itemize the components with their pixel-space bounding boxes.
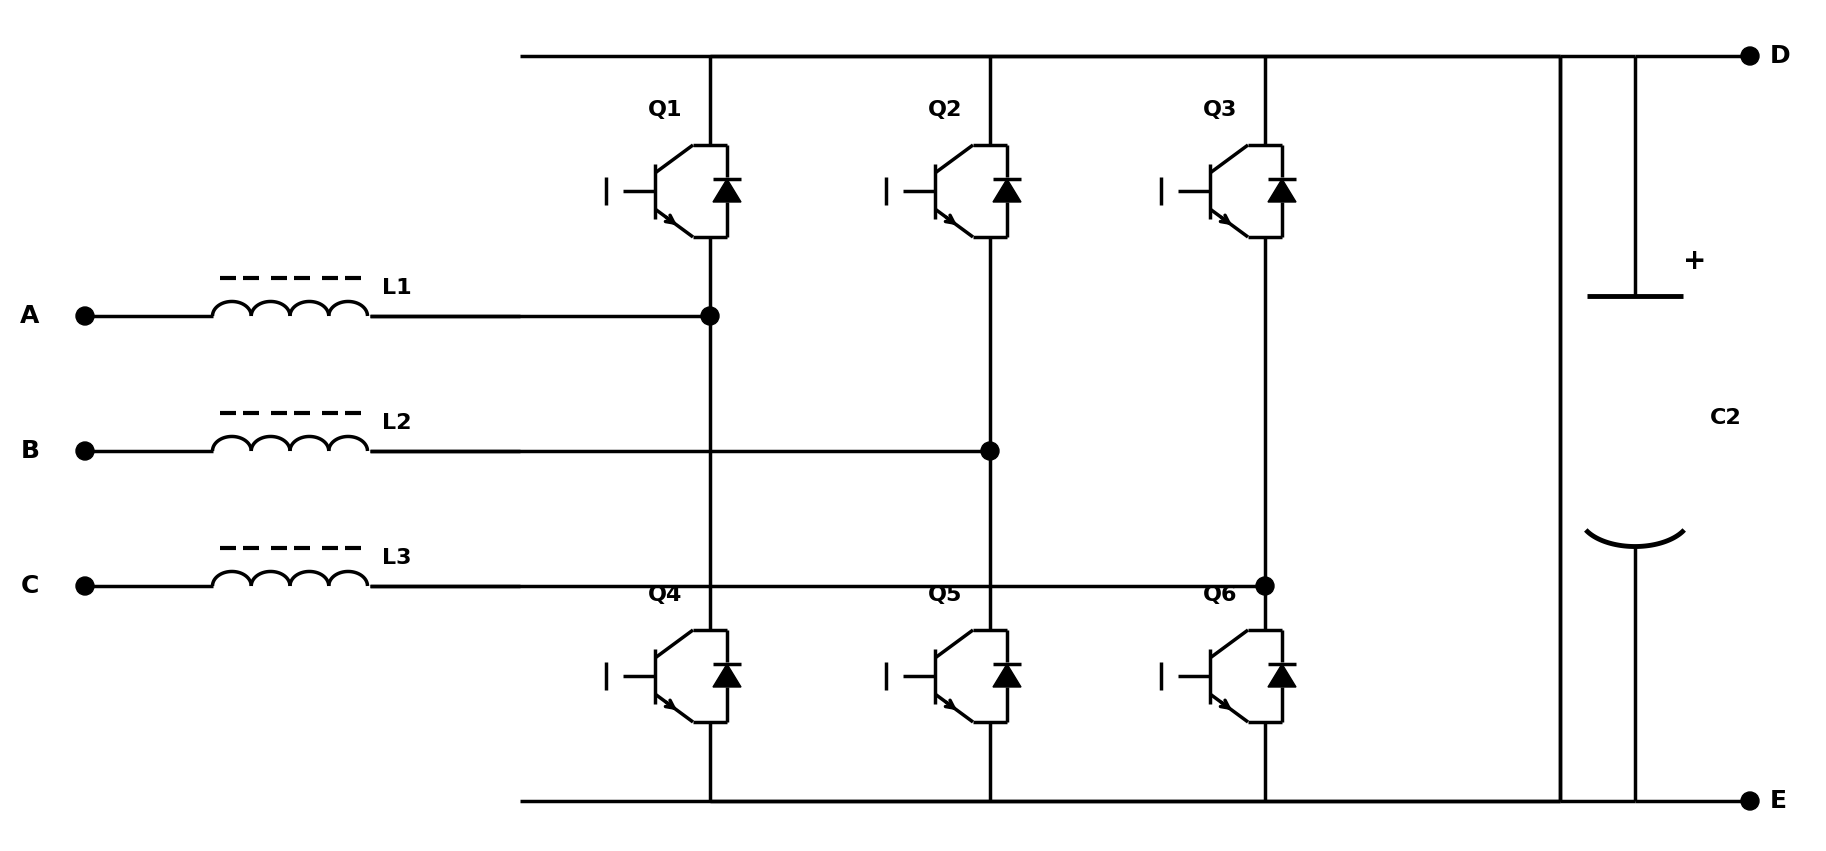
Circle shape xyxy=(1740,792,1758,810)
Text: A: A xyxy=(20,304,40,328)
Text: Q4: Q4 xyxy=(648,585,683,605)
Text: Q3: Q3 xyxy=(1203,100,1238,120)
Text: L1: L1 xyxy=(382,278,413,298)
Text: L3: L3 xyxy=(382,548,413,568)
Circle shape xyxy=(981,442,999,460)
Text: L2: L2 xyxy=(382,413,413,433)
Text: C2: C2 xyxy=(1709,408,1742,429)
Circle shape xyxy=(1256,577,1275,595)
Text: Q2: Q2 xyxy=(928,100,962,120)
Text: +: + xyxy=(1684,247,1707,275)
Text: Q1: Q1 xyxy=(648,100,683,120)
Text: D: D xyxy=(1769,44,1791,68)
Text: Q6: Q6 xyxy=(1203,585,1238,605)
Text: Q5: Q5 xyxy=(928,585,962,605)
Polygon shape xyxy=(712,664,741,687)
Circle shape xyxy=(77,577,93,595)
Polygon shape xyxy=(1267,179,1296,202)
Text: B: B xyxy=(20,439,40,463)
Text: E: E xyxy=(1769,789,1788,813)
Circle shape xyxy=(77,442,93,460)
Circle shape xyxy=(1740,47,1758,65)
Text: C: C xyxy=(20,574,38,598)
Polygon shape xyxy=(1267,664,1296,687)
Polygon shape xyxy=(993,664,1021,687)
Circle shape xyxy=(701,307,719,325)
Polygon shape xyxy=(712,179,741,202)
Polygon shape xyxy=(993,179,1021,202)
Circle shape xyxy=(77,307,93,325)
